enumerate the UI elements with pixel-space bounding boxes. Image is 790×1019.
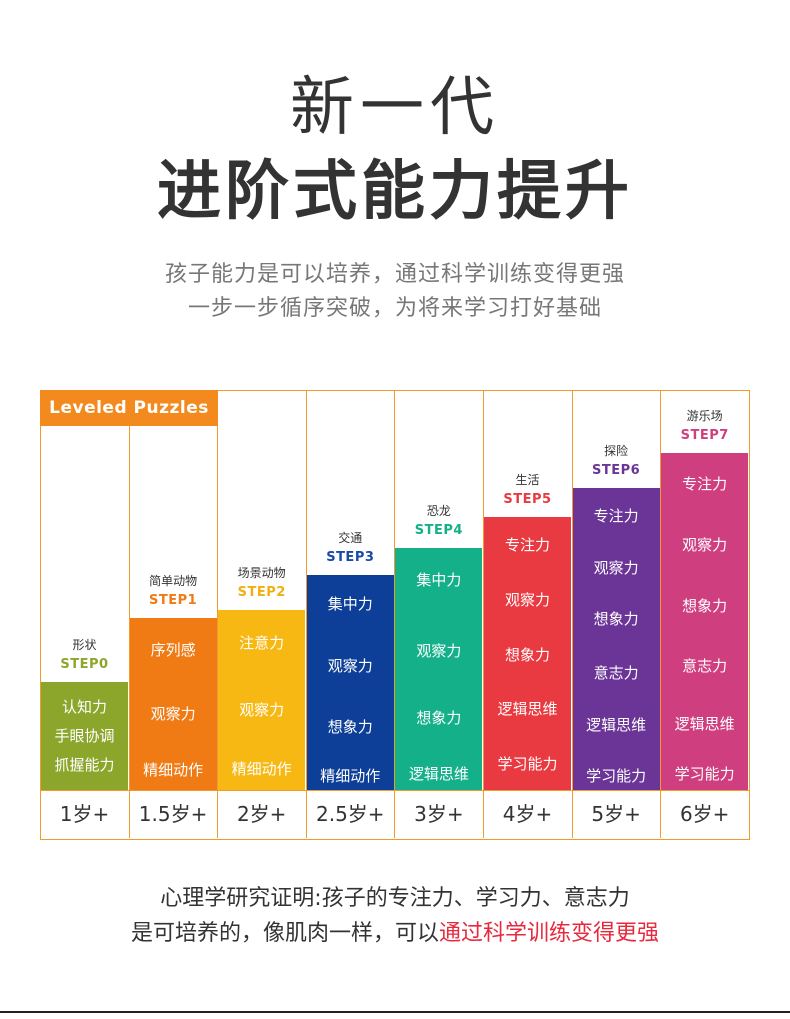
skill-label: 逻辑思维 bbox=[408, 765, 469, 784]
skill-label: 想象力 bbox=[682, 596, 728, 615]
skill-label: 抓握能力 bbox=[54, 756, 115, 774]
step-name: 恐龙 bbox=[426, 504, 451, 518]
step-block-3 bbox=[306, 575, 394, 790]
skill-label: 逻辑思维 bbox=[674, 714, 735, 733]
step-label: STEP5 bbox=[503, 492, 552, 507]
skill-label: 想象力 bbox=[593, 609, 639, 628]
step-block-4 bbox=[395, 548, 483, 790]
leveled-steps-chart: 形状 STEP0 认知力 手眼协调 抓握能力 1岁+ 简单动物 STEP1 序列感 观察力 精细动作… bbox=[40, 390, 750, 840]
skill-label: 观察力 bbox=[593, 558, 639, 577]
skill-label: 逻辑思维 bbox=[497, 700, 558, 719]
skill-label: 学习能力 bbox=[674, 765, 735, 784]
step-label: STEP1 bbox=[149, 593, 198, 608]
column-divider bbox=[483, 390, 484, 838]
skill-label: 想象力 bbox=[327, 717, 373, 736]
step-label: STEP2 bbox=[237, 585, 286, 600]
age-label-0: 1岁+ bbox=[59, 802, 110, 826]
skill-label: 观察力 bbox=[239, 701, 285, 719]
skill-label: 想象力 bbox=[416, 709, 462, 728]
step-header-4: 恐龙 STEP4 bbox=[395, 502, 482, 538]
subtitle-line2: 一步一步循序突破，为将来学习打好基础 bbox=[187, 296, 602, 321]
skill-label: 观察力 bbox=[504, 590, 550, 609]
step-header-3: 交通 STEP3 bbox=[307, 529, 394, 565]
age-label-5: 4岁+ bbox=[502, 802, 553, 826]
step-header-6: 探险 STEP6 bbox=[573, 442, 660, 478]
age-label-1: 1.5岁+ bbox=[138, 802, 208, 826]
step-block-1 bbox=[129, 618, 217, 790]
footer-line2: 是可培养的，像肌肉一样，可以通过科学训练变得更强 bbox=[0, 915, 790, 947]
skill-label: 意志力 bbox=[593, 664, 639, 683]
skill-label: 专注力 bbox=[504, 536, 550, 555]
age-label-6: 5岁+ bbox=[591, 802, 641, 826]
step-block-5 bbox=[484, 517, 571, 790]
headline-line2: 进阶式能力提升 bbox=[157, 155, 633, 229]
skill-label: 精细动作 bbox=[320, 766, 381, 785]
step-block-2 bbox=[218, 610, 306, 790]
step-label: STEP0 bbox=[60, 657, 109, 672]
step-label: STEP7 bbox=[680, 428, 729, 443]
age-label-4: 3岁+ bbox=[414, 802, 464, 826]
skill-label: 学习能力 bbox=[586, 766, 647, 785]
skill-label: 序列感 bbox=[150, 640, 196, 659]
skill-label: 专注力 bbox=[593, 507, 639, 526]
skill-label: 意志力 bbox=[682, 657, 728, 676]
skill-label: 观察力 bbox=[682, 535, 728, 554]
skill-label: 集中力 bbox=[416, 571, 462, 590]
skill-label: 学习能力 bbox=[497, 754, 558, 773]
skill-label: 认知力 bbox=[61, 698, 107, 716]
step-name: 形状 bbox=[72, 638, 97, 652]
brand-label: Leveled Puzzles bbox=[40, 390, 218, 426]
step-block-7 bbox=[661, 453, 749, 790]
step-label: STEP3 bbox=[326, 550, 375, 565]
skill-label: 想象力 bbox=[504, 645, 550, 664]
step-label: STEP6 bbox=[592, 463, 641, 478]
age-label-7: 6岁+ bbox=[679, 802, 730, 826]
column-divider bbox=[394, 390, 396, 838]
skill-label: 手眼协调 bbox=[54, 727, 115, 745]
column-divider bbox=[217, 390, 219, 838]
step-header-1: 简单动物 STEP1 bbox=[130, 572, 217, 608]
step-header-0: 形状 STEP0 bbox=[41, 636, 128, 672]
skill-label: 观察力 bbox=[150, 704, 196, 723]
step-name: 简单动物 bbox=[149, 574, 198, 588]
column-divider bbox=[660, 390, 662, 838]
step-block-6 bbox=[572, 488, 660, 790]
skill-label: 精细动作 bbox=[231, 760, 292, 779]
column-divider bbox=[305, 390, 307, 838]
headline-line1: 新一代 bbox=[290, 71, 500, 145]
age-label-2: 2岁+ bbox=[236, 802, 287, 826]
step-name: 场景动物 bbox=[237, 566, 286, 580]
step-name: 交通 bbox=[338, 531, 363, 545]
step-name: 游乐场 bbox=[686, 409, 723, 423]
step-name: 生活 bbox=[515, 473, 540, 487]
column-divider bbox=[128, 390, 130, 838]
step-name: 探险 bbox=[604, 444, 629, 458]
skill-label: 注意力 bbox=[239, 634, 285, 653]
footer-line2-plain: 是可培养的，像肌肉一样，可以 bbox=[130, 921, 439, 946]
skill-label: 专注力 bbox=[682, 475, 728, 494]
skill-label: 观察力 bbox=[327, 657, 373, 676]
age-label-3: 2.5岁+ bbox=[316, 802, 385, 826]
bottom-divider bbox=[0, 1011, 790, 1013]
step-header-2: 场景动物 STEP2 bbox=[218, 564, 305, 600]
footer-line1: 心理学研究证明:孩子的专注力、学习力、意志力 bbox=[160, 886, 630, 911]
footer-line2-highlight: 通过科学训练变得更强 bbox=[439, 921, 660, 946]
subtitle-line1: 孩子能力是可以培养，通过科学训练变得更强 bbox=[164, 262, 625, 287]
step-label: STEP4 bbox=[414, 523, 463, 538]
step-header-7: 游乐场 STEP7 bbox=[661, 407, 748, 443]
skill-label: 观察力 bbox=[416, 641, 462, 660]
skill-label: 逻辑思维 bbox=[586, 715, 647, 734]
step-block-0 bbox=[41, 682, 128, 790]
column-divider bbox=[571, 390, 573, 838]
step-header-5: 生活 STEP5 bbox=[484, 471, 571, 507]
skill-label: 精细动作 bbox=[143, 761, 204, 780]
skill-label: 集中力 bbox=[327, 594, 373, 613]
